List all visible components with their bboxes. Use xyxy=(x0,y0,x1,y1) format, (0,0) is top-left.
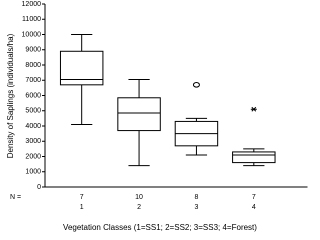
y-tick-label: 4000 xyxy=(25,123,41,130)
x-tick-label: 2 xyxy=(137,204,141,211)
box xyxy=(59,50,104,86)
n-value: 7 xyxy=(252,194,256,201)
x-tick-label: 1 xyxy=(80,204,84,211)
y-axis-label: Density of Saplings (individuals/ha) xyxy=(6,33,15,158)
y-tick-label: 12000 xyxy=(22,1,42,8)
n-label: N = xyxy=(10,194,21,201)
y-tick-label: 3000 xyxy=(25,138,41,145)
y-tick-label: 7000 xyxy=(25,77,41,84)
outlier xyxy=(250,106,257,112)
box xyxy=(232,151,276,164)
y-tick-label: 2000 xyxy=(25,153,41,160)
outlier xyxy=(192,82,200,88)
y-tick-label: 8000 xyxy=(25,62,41,69)
x-tick-label: 4 xyxy=(252,204,256,211)
n-value: 10 xyxy=(135,194,143,201)
box xyxy=(117,97,161,132)
x-tick-label: 3 xyxy=(194,204,198,211)
chart: Vegetation Classes (1=SS1; 2=SS2; 3=SS3;… xyxy=(6,1,308,232)
y-tick-label: 10000 xyxy=(22,31,42,38)
n-value: 7 xyxy=(80,194,84,201)
y-tick-label: 9000 xyxy=(25,47,41,54)
y-tick-label: 11000 xyxy=(22,16,41,23)
x-axis-label: Vegetation Classes (1=SS1; 2=SS2; 3=SS3;… xyxy=(63,223,257,232)
n-value: 8 xyxy=(194,194,198,201)
y-tick-label: 6000 xyxy=(25,92,41,99)
y-tick-label: 5000 xyxy=(25,108,41,115)
y-tick-label: 0 xyxy=(37,184,41,191)
y-tick-label: 1000 xyxy=(25,169,41,176)
